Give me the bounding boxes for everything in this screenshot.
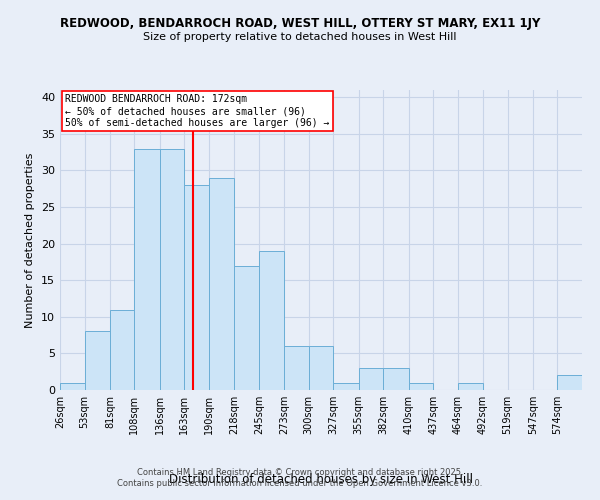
X-axis label: Distribution of detached houses by size in West Hill: Distribution of detached houses by size … — [169, 473, 473, 486]
Bar — [409, 382, 433, 390]
Text: REDWOOD BENDARROCH ROAD: 172sqm
← 50% of detached houses are smaller (96)
50% of: REDWOOD BENDARROCH ROAD: 172sqm ← 50% of… — [65, 94, 329, 128]
Text: Contains HM Land Registry data © Crown copyright and database right 2025.
Contai: Contains HM Land Registry data © Crown c… — [118, 468, 482, 487]
Bar — [160, 148, 184, 390]
Bar — [110, 310, 134, 390]
Bar — [309, 346, 333, 390]
Text: Size of property relative to detached houses in West Hill: Size of property relative to detached ho… — [143, 32, 457, 42]
Bar — [284, 346, 309, 390]
Bar — [235, 266, 259, 390]
Bar — [85, 332, 110, 390]
Y-axis label: Number of detached properties: Number of detached properties — [25, 152, 35, 328]
Bar — [60, 382, 85, 390]
Bar — [333, 382, 359, 390]
Bar — [359, 368, 383, 390]
Bar — [458, 382, 483, 390]
Bar — [383, 368, 409, 390]
Bar — [557, 376, 582, 390]
Bar — [259, 251, 284, 390]
Text: REDWOOD, BENDARROCH ROAD, WEST HILL, OTTERY ST MARY, EX11 1JY: REDWOOD, BENDARROCH ROAD, WEST HILL, OTT… — [60, 18, 540, 30]
Bar — [134, 148, 160, 390]
Bar — [209, 178, 235, 390]
Bar — [184, 185, 209, 390]
